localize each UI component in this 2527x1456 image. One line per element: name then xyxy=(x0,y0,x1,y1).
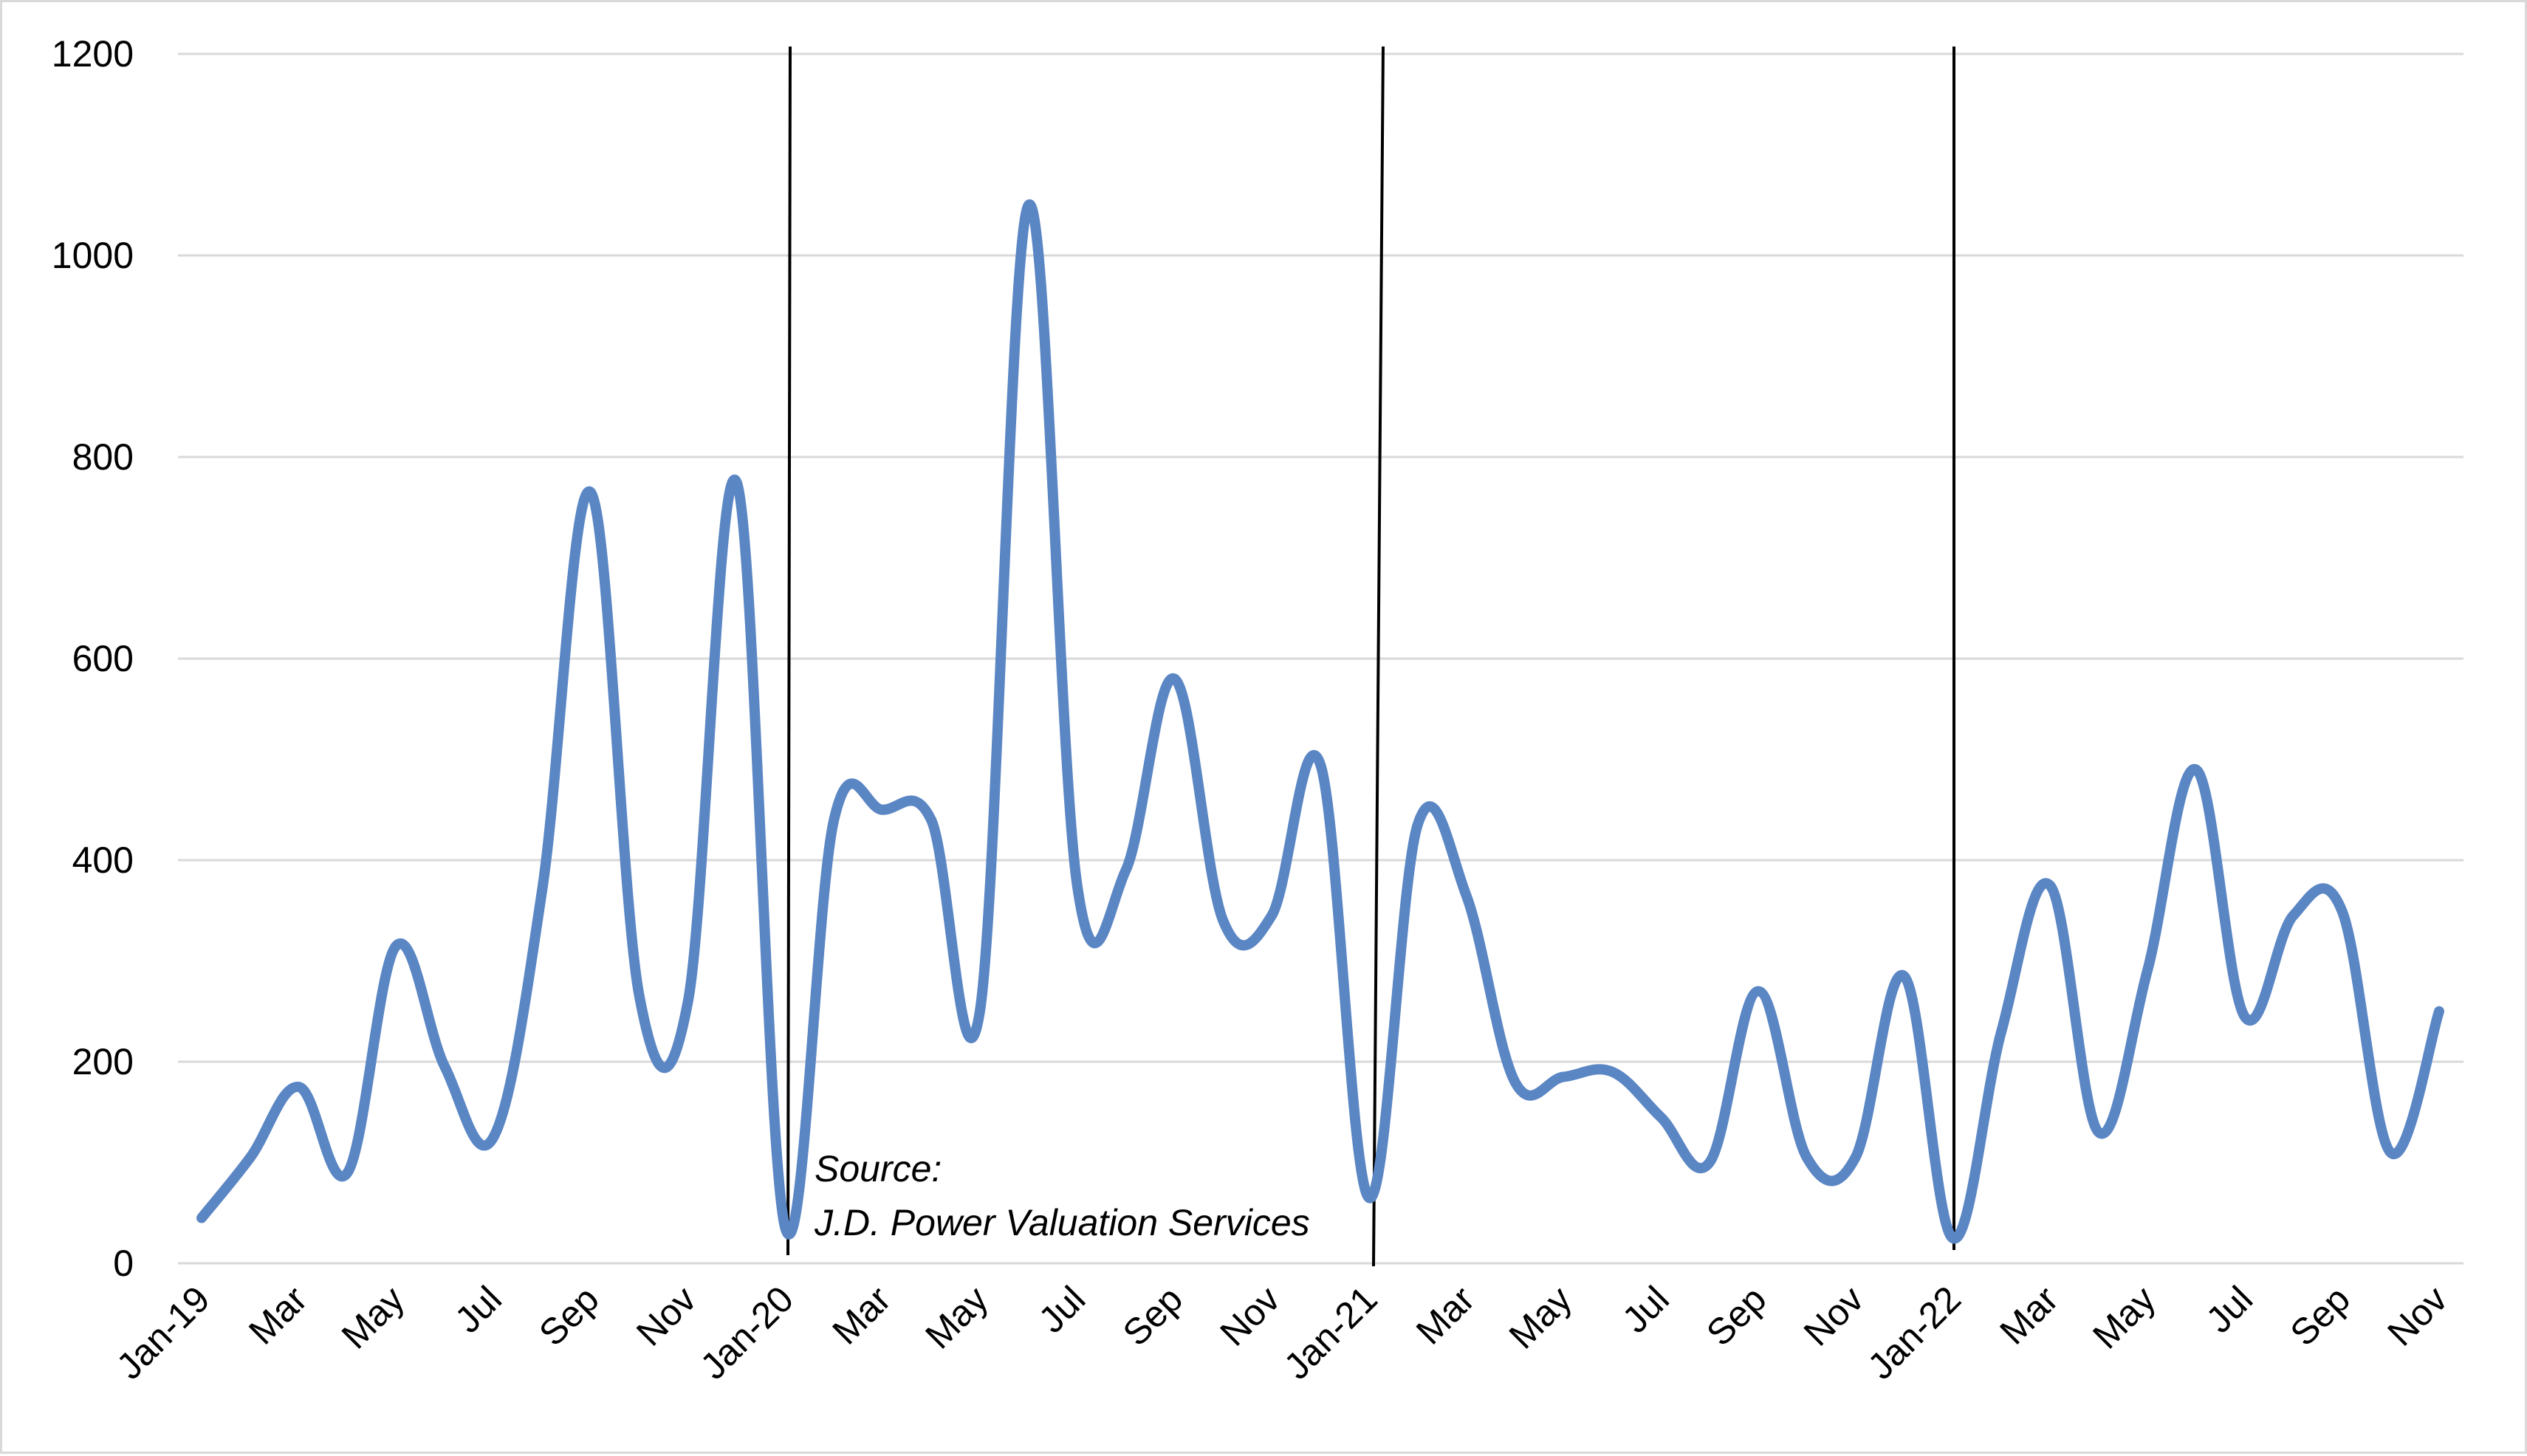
gridlines xyxy=(178,52,2463,1265)
x-tick-label: Sep xyxy=(1115,1278,1191,1354)
series-layer xyxy=(196,199,2444,1244)
x-tick-label: Jan-20 xyxy=(693,1278,802,1387)
y-tick-label: 1200 xyxy=(52,33,134,75)
x-tick-label: Mar xyxy=(1992,1278,2065,1352)
y-axis-ticks: 0 200 400 600 800 1000 1200 xyxy=(52,33,134,1284)
x-tick-label: May xyxy=(1501,1278,1580,1356)
series-line-0 xyxy=(196,199,2444,1244)
x-tick-label: Mar xyxy=(241,1278,315,1352)
x-tick-label: Jan-19 xyxy=(109,1278,218,1387)
x-tick-label: Sep xyxy=(1698,1278,1775,1354)
x-tick-label: Sep xyxy=(531,1278,607,1354)
x-tick-label: Jul xyxy=(447,1278,510,1341)
x-tick-label: Nov xyxy=(1212,1278,1287,1353)
x-tick-label: Jul xyxy=(1031,1278,1094,1341)
x-tick-label: May xyxy=(2085,1278,2163,1356)
x-tick-label: Nov xyxy=(2379,1278,2455,1353)
x-tick-label: Jul xyxy=(2198,1278,2261,1341)
x-tick-label: Jan-22 xyxy=(1859,1278,1969,1387)
x-tick-label: Nov xyxy=(1796,1278,1871,1353)
x-tick-label: May xyxy=(917,1278,995,1356)
y-tick-label: 1000 xyxy=(52,235,134,276)
x-tick-label: May xyxy=(334,1278,412,1356)
divider-Jan-20 xyxy=(786,46,792,1256)
y-tick-label: 800 xyxy=(72,436,134,478)
y-tick-label: 0 xyxy=(113,1243,134,1284)
x-tick-label: Jan-21 xyxy=(1276,1278,1385,1387)
x-tick-label: Nov xyxy=(628,1278,704,1353)
x-tick-label: Sep xyxy=(2283,1278,2359,1354)
y-tick-label: 400 xyxy=(72,839,134,881)
divider-Jan-21 xyxy=(1372,46,1385,1267)
annotation-text: J.D. Power Valuation Services xyxy=(814,1202,1310,1243)
x-tick-label: Mar xyxy=(1408,1278,1482,1352)
y-tick-label: 200 xyxy=(72,1041,134,1082)
x-tick-label: Mar xyxy=(824,1278,898,1352)
x-tick-label: Jul xyxy=(1614,1278,1677,1341)
annotations: Source: J.D. Power Valuation Services xyxy=(814,1148,1310,1243)
year-divider-lines xyxy=(786,46,1955,1267)
y-tick-label: 600 xyxy=(72,638,134,679)
annotation-text: Source: xyxy=(815,1148,942,1189)
